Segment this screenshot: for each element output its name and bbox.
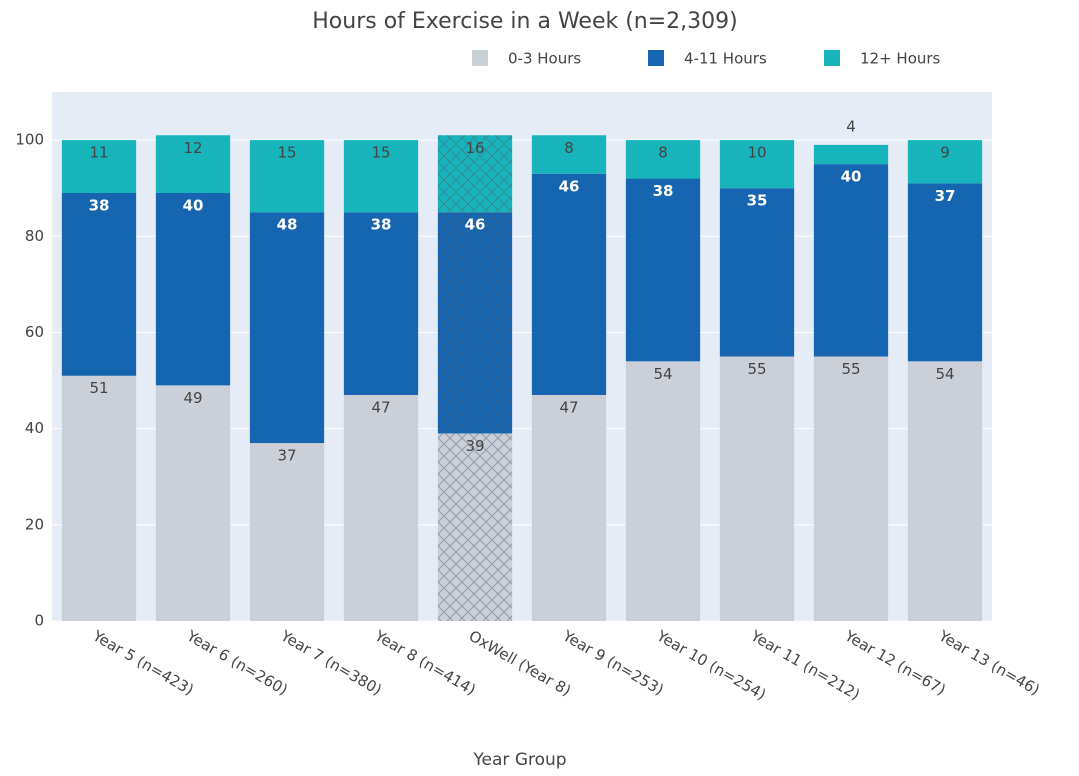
bar-segment bbox=[249, 212, 325, 444]
bar-segment bbox=[719, 140, 795, 189]
bar-segment bbox=[907, 183, 983, 362]
data-label: 10 bbox=[747, 144, 766, 162]
bar-segment bbox=[907, 140, 983, 184]
bar-segment bbox=[531, 173, 607, 395]
bar-segment bbox=[531, 135, 607, 174]
hatch bbox=[437, 433, 513, 621]
legend-label: 0-3 Hours bbox=[508, 50, 581, 68]
x-tick-label: Year 8 (n=414) bbox=[371, 626, 479, 699]
legend-swatch bbox=[472, 50, 488, 66]
data-label: 49 bbox=[183, 389, 202, 407]
bar-segment bbox=[155, 192, 231, 386]
bar-segment bbox=[813, 144, 889, 165]
x-tick-label: Year 9 (n=253) bbox=[559, 626, 667, 699]
bar-segment bbox=[531, 394, 607, 621]
bar-segment bbox=[61, 375, 137, 621]
legend-swatch bbox=[648, 50, 664, 66]
bar-segment bbox=[61, 140, 137, 193]
data-label: 39 bbox=[465, 437, 484, 455]
data-label: 11 bbox=[89, 144, 108, 162]
legend-label: 12+ Hours bbox=[860, 50, 941, 68]
data-label: 40 bbox=[183, 196, 204, 214]
data-label: 37 bbox=[935, 187, 956, 205]
legend-label: 4-11 Hours bbox=[684, 50, 767, 68]
chart-title: Hours of Exercise in a Week (n=2,309) bbox=[312, 9, 738, 34]
data-label: 15 bbox=[277, 144, 296, 162]
data-label: 46 bbox=[465, 216, 486, 234]
data-label: 47 bbox=[559, 398, 578, 416]
data-label: 16 bbox=[465, 139, 484, 157]
y-tick-label: 20 bbox=[25, 515, 44, 533]
data-label: 54 bbox=[653, 365, 672, 383]
y-tick-label: 60 bbox=[25, 323, 44, 341]
bar-segment bbox=[155, 385, 231, 621]
bar-segment bbox=[343, 394, 419, 621]
data-label: 55 bbox=[841, 360, 860, 378]
bar-segment bbox=[343, 140, 419, 213]
x-tick-label: OxWell (Year 8) bbox=[466, 627, 574, 700]
legend-swatch bbox=[824, 50, 840, 66]
bar-segment bbox=[249, 443, 325, 621]
data-label: 38 bbox=[653, 182, 674, 200]
y-tick-label: 80 bbox=[25, 227, 44, 245]
x-tick-label: Year 5 (n=423) bbox=[89, 626, 197, 699]
x-tick-label: Year 13 (n=46) bbox=[935, 626, 1043, 699]
data-label: 12 bbox=[183, 139, 202, 157]
bar-segment bbox=[907, 361, 983, 621]
bar-segment bbox=[625, 178, 701, 362]
data-label: 8 bbox=[658, 144, 668, 162]
y-tick-label: 0 bbox=[34, 612, 44, 630]
hatch bbox=[437, 135, 513, 213]
data-label: 54 bbox=[935, 365, 954, 383]
y-tick-label: 100 bbox=[15, 131, 44, 149]
data-label: 35 bbox=[747, 192, 768, 210]
x-tick-label: Year 6 (n=260) bbox=[183, 626, 291, 699]
hatch bbox=[437, 212, 513, 434]
bar-segment bbox=[61, 192, 137, 376]
bar-segment bbox=[813, 356, 889, 621]
data-label: 15 bbox=[371, 144, 390, 162]
x-axis-title: Year Group bbox=[472, 750, 566, 770]
data-label: 47 bbox=[371, 398, 390, 416]
bar-segment bbox=[625, 361, 701, 621]
data-label: 40 bbox=[841, 168, 862, 186]
bar-segment bbox=[625, 140, 701, 179]
data-label: 9 bbox=[940, 144, 950, 162]
data-label: 38 bbox=[89, 196, 110, 214]
bar-segment bbox=[155, 135, 231, 193]
x-tick-label: Year 7 (n=380) bbox=[277, 626, 385, 699]
bar-segment bbox=[813, 164, 889, 357]
data-label: 51 bbox=[89, 379, 108, 397]
data-label: 48 bbox=[277, 216, 298, 234]
bar-segment bbox=[719, 356, 795, 621]
y-tick-label: 40 bbox=[25, 419, 44, 437]
bar-segment bbox=[249, 140, 325, 213]
data-label: 8 bbox=[564, 139, 574, 157]
data-label: 4 bbox=[846, 117, 856, 135]
data-label: 55 bbox=[747, 360, 766, 378]
data-label: 37 bbox=[277, 447, 296, 465]
data-label: 38 bbox=[371, 216, 392, 234]
data-label: 46 bbox=[559, 177, 580, 195]
bar-segment bbox=[343, 212, 419, 395]
bar-segment bbox=[719, 188, 795, 357]
